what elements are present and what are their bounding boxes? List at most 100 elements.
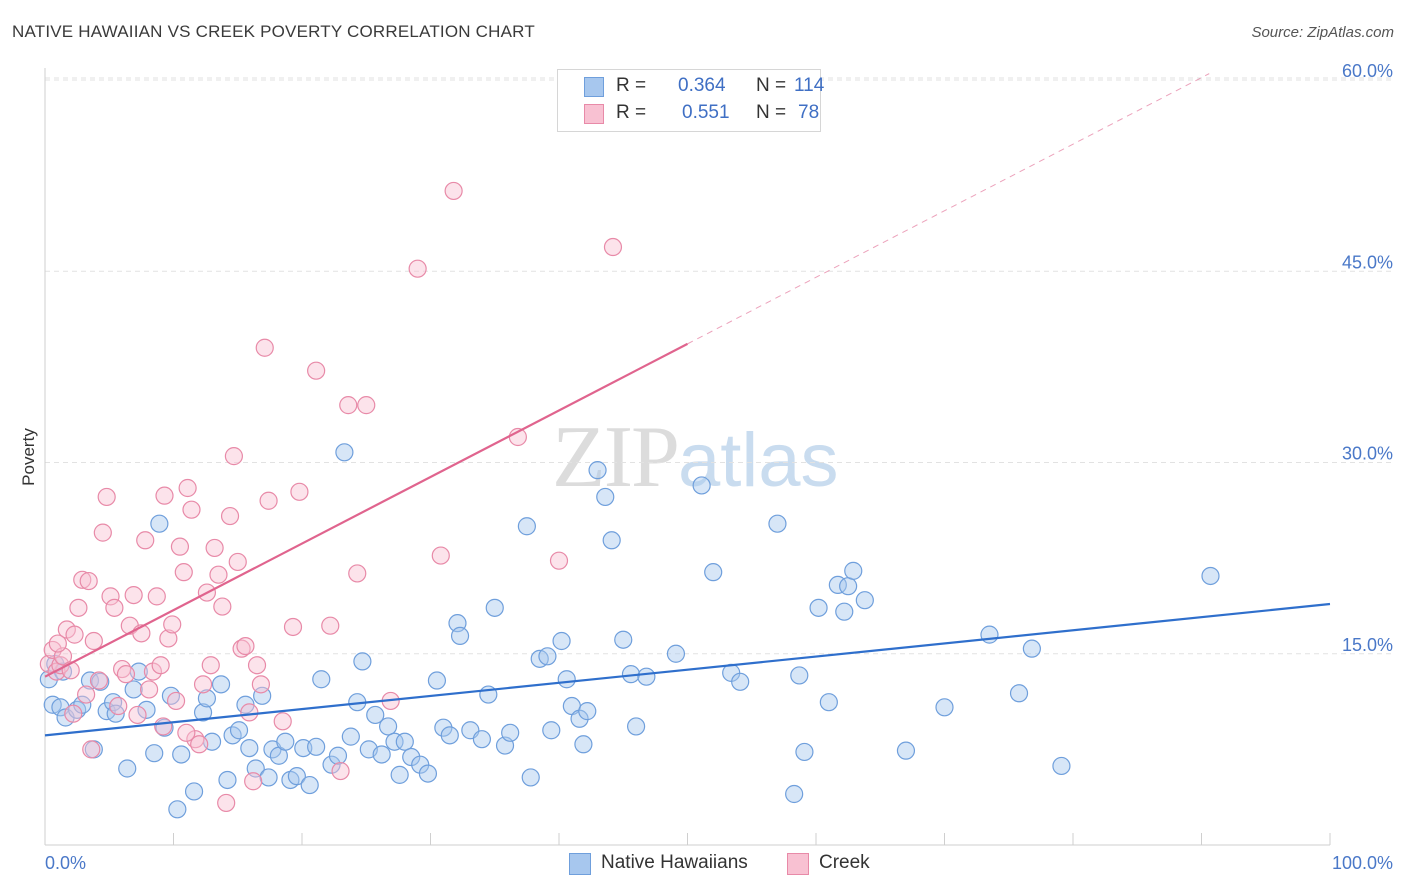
point-creek: [139, 680, 159, 699]
point-native-hawaiians: [578, 702, 597, 721]
legend-r-label: R =: [616, 75, 647, 96]
point-creek: [444, 181, 463, 201]
point-creek: [116, 665, 136, 684]
data-points: [39, 181, 1220, 819]
point-native-hawaiians: [366, 705, 385, 725]
point-creek: [151, 656, 170, 675]
point-native-hawaiians: [390, 765, 409, 784]
point-native-hawaiians: [341, 727, 360, 746]
point-native-hawaiians: [218, 770, 237, 790]
point-creek: [97, 487, 116, 507]
point-native-hawaiians: [819, 693, 838, 712]
point-native-hawaiians: [557, 670, 576, 689]
point-native-hawaiians: [39, 670, 58, 689]
point-native-hawaiians: [790, 666, 809, 685]
point-native-hawaiians: [785, 784, 804, 804]
point-native-hawaiians: [118, 759, 137, 778]
point-creek: [128, 705, 147, 725]
x-tick-labels: 0.0% 100.0%: [45, 853, 1393, 873]
point-creek: [154, 717, 173, 736]
legend-n-value: 114: [794, 75, 825, 96]
regression-lines: [44, 73, 1331, 737]
point-creek: [224, 447, 243, 466]
point-creek: [408, 259, 427, 278]
point-native-hawaiians: [538, 647, 557, 666]
legend-n-label: N =: [756, 75, 787, 96]
point-creek: [209, 565, 228, 584]
point-creek: [101, 587, 120, 606]
y-tick-labels: 15.0% 30.0% 45.0% 60.0%: [1342, 61, 1393, 655]
point-native-hawaiians: [666, 644, 686, 663]
point-creek: [255, 338, 274, 357]
point-native-hawaiians: [322, 755, 341, 774]
point-native-hawaiians: [229, 721, 249, 740]
point-creek: [105, 598, 124, 617]
point-native-hawaiians: [259, 768, 278, 787]
watermark-atlas: atlas: [678, 418, 839, 503]
point-native-hawaiians: [287, 767, 306, 786]
point-creek: [159, 629, 178, 648]
point-native-hawaiians: [980, 625, 999, 644]
point-native-hawaiians: [795, 742, 814, 762]
bottom-legend-swatch-blue: [569, 853, 591, 875]
legend-swatch-blue: [584, 77, 604, 97]
point-creek: [228, 552, 247, 572]
point-native-hawaiians: [1201, 566, 1220, 586]
point-native-hawaiians: [335, 443, 354, 462]
point-native-hawaiians: [91, 672, 110, 691]
point-creek: [220, 506, 240, 526]
correlation-legend: R = 0.364 N = 114 R = 0.551 N = 78: [557, 69, 825, 132]
point-native-hawaiians: [521, 768, 540, 787]
point-native-hawaiians: [150, 514, 169, 533]
point-native-hawaiians: [596, 487, 615, 507]
point-creek: [247, 656, 267, 675]
point-native-hawaiians: [253, 686, 272, 705]
point-creek: [82, 740, 101, 759]
point-native-hawaiians: [312, 670, 331, 689]
point-native-hawaiians: [570, 709, 589, 728]
trend-line-creek: [44, 342, 689, 678]
point-creek: [259, 491, 278, 510]
point-native-hawaiians: [501, 723, 520, 742]
point-creek: [136, 531, 155, 550]
point-creek: [357, 396, 376, 415]
point-native-hawaiians: [485, 598, 504, 617]
source-label: Source: ZipAtlas.com: [1251, 24, 1394, 41]
point-native-hawaiians: [731, 672, 750, 691]
y-tick-label: 60.0%: [1342, 61, 1393, 81]
point-creek: [339, 396, 358, 415]
x-tick-label-max: 100.0%: [1332, 853, 1393, 873]
point-creek: [283, 617, 303, 637]
point-creek: [79, 571, 98, 591]
legend-n-value: 78: [798, 102, 820, 123]
legend-r-value: 0.364: [678, 75, 726, 96]
bottom-legend-label: Creek: [819, 852, 870, 873]
point-native-hawaiians: [450, 626, 470, 646]
point-native-hawaiians: [172, 745, 191, 764]
point-native-hawaiians: [574, 735, 593, 754]
point-native-hawaiians: [161, 686, 181, 705]
point-native-hawaiians: [896, 741, 916, 760]
point-creek: [65, 625, 84, 644]
y-tick-label: 45.0%: [1342, 252, 1393, 272]
trend-line-creek-extension: [687, 73, 1210, 345]
point-creek: [163, 615, 182, 634]
point-creek: [174, 563, 193, 582]
point-creek: [64, 704, 83, 723]
point-creek: [244, 772, 263, 791]
point-creek: [39, 654, 58, 674]
point-native-hawaiians: [472, 730, 491, 749]
point-native-hawaiians: [145, 744, 164, 763]
point-native-hawaiians: [637, 667, 656, 686]
point-native-hawaiians: [1052, 756, 1071, 776]
point-native-hawaiians: [353, 652, 372, 671]
point-native-hawaiians: [193, 703, 213, 722]
point-creek: [166, 691, 186, 711]
point-creek: [251, 675, 270, 694]
point-native-hawaiians: [328, 746, 348, 765]
point-native-hawaiians: [704, 563, 723, 582]
point-creek: [201, 656, 220, 675]
point-native-hawaiians: [385, 732, 404, 751]
point-native-hawaiians: [211, 675, 231, 694]
